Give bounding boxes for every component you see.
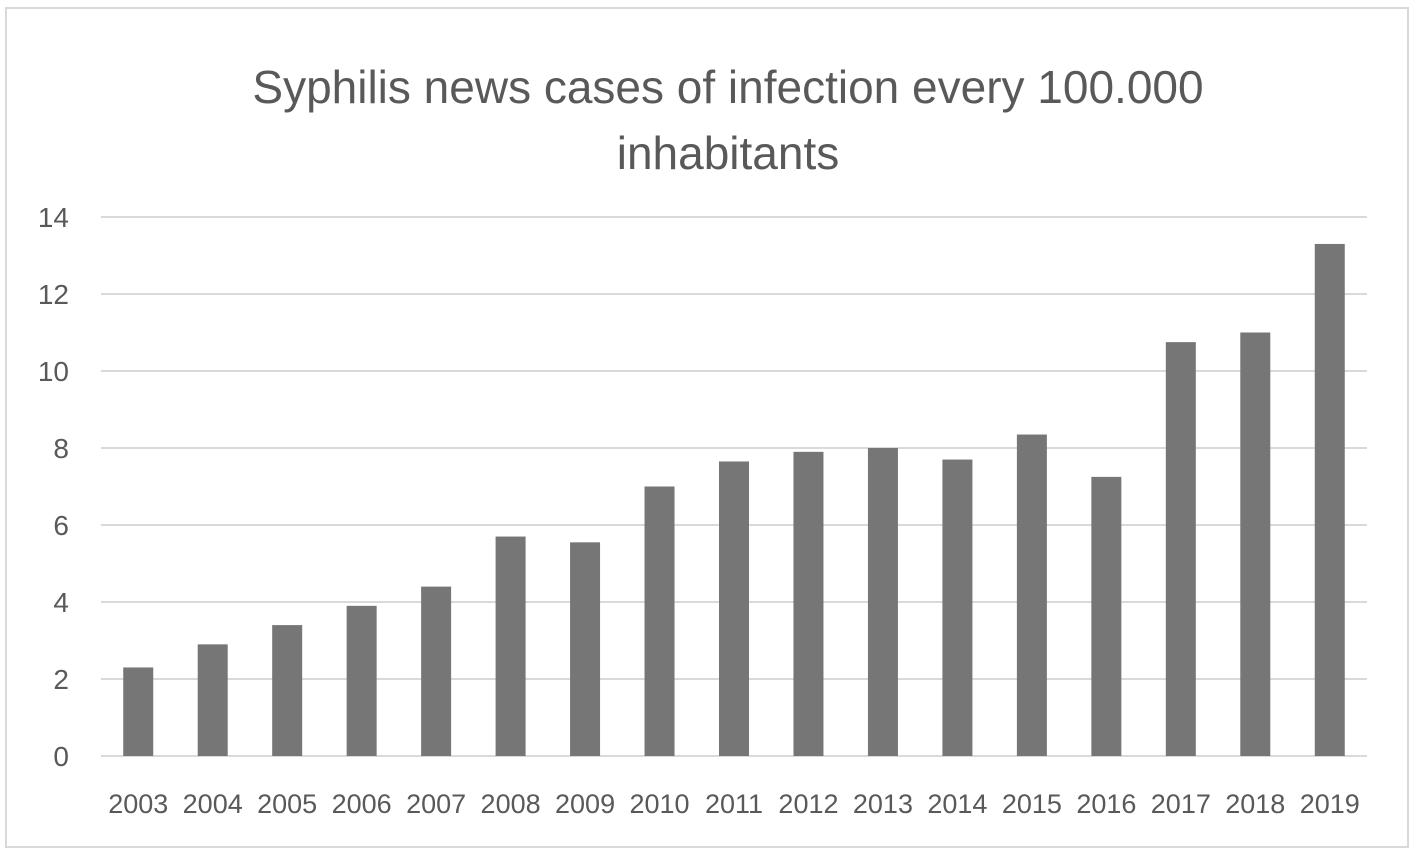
bar-2003: [123, 667, 154, 756]
bar-2009: [570, 542, 601, 756]
x-axis-tick-labels: 2003 2004 2005 2006 2007 2008 2009 2010 2011 2012…: [108, 789, 1360, 819]
x-tick-label: 2013: [853, 789, 913, 819]
y-tick-label: 0: [53, 741, 69, 772]
bar-2006: [346, 605, 377, 756]
x-tick-label: 2011: [705, 789, 763, 819]
bar-2012: [793, 451, 824, 756]
y-tick-label: 10: [38, 356, 69, 387]
x-tick-label: 2016: [1076, 789, 1136, 819]
chart-title-line-2: inhabitants: [616, 127, 840, 179]
bar-2007: [421, 586, 452, 756]
y-tick-label: 4: [53, 587, 69, 618]
bar-2016: [1091, 476, 1122, 756]
x-tick-label: 2015: [1002, 789, 1062, 819]
y-tick-label: 6: [53, 510, 69, 541]
x-tick-label: 2004: [183, 789, 243, 819]
x-tick-label: 2019: [1300, 789, 1360, 819]
bar-2015: [1016, 434, 1047, 756]
bar-2010: [644, 486, 675, 756]
y-axis-tick-labels: 0 2 4 6 8 10 12 14: [38, 202, 69, 772]
bar-2008: [495, 536, 526, 756]
x-tick-label: 2018: [1225, 789, 1285, 819]
x-tick-label: 2005: [257, 789, 317, 819]
bar-2018: [1240, 332, 1271, 756]
x-tick-label: 2003: [108, 789, 168, 819]
y-tick-label: 2: [53, 664, 69, 695]
bar-2005: [272, 625, 303, 756]
chart-title-line-1: Syphilis news cases of infection every 1…: [252, 61, 1204, 113]
y-tick-label: 8: [53, 433, 69, 464]
bars: [123, 243, 1345, 756]
bar-2013: [867, 448, 898, 756]
x-tick-label: 2009: [555, 789, 615, 819]
y-tick-label: 14: [38, 202, 69, 233]
x-tick-label: 2006: [332, 789, 392, 819]
bar-2017: [1165, 342, 1196, 756]
x-tick-label: 2008: [481, 789, 541, 819]
bar-2019: [1314, 243, 1345, 756]
chart-title: Syphilis news cases of infection every 1…: [0, 54, 1417, 186]
x-tick-label: 2012: [778, 789, 838, 819]
x-tick-label: 2010: [629, 789, 689, 819]
x-tick-label: 2014: [927, 789, 987, 819]
y-tick-label: 12: [38, 279, 69, 310]
bar-2004: [197, 644, 228, 756]
bar-2011: [719, 461, 749, 756]
x-tick-label: 2007: [406, 789, 466, 819]
bar-2014: [942, 459, 973, 756]
x-tick-label: 2017: [1151, 789, 1211, 819]
